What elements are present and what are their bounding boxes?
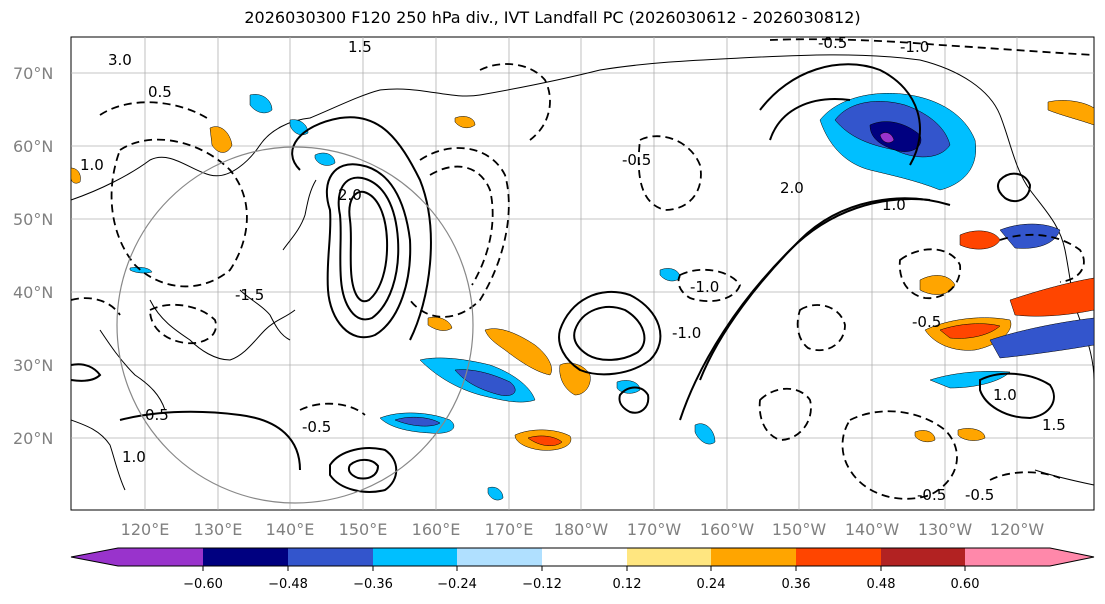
contour-label: 1.0	[882, 196, 906, 214]
colorbar-outline	[70, 547, 1095, 567]
contour-label: 2.0	[338, 186, 362, 204]
contour-label: -0.5	[622, 151, 651, 169]
contour-label: 3.0	[108, 51, 132, 69]
colorbar-segment	[796, 548, 881, 566]
longitude-labels: 120°E 130°E 140°E 150°E 160°E 170°E 180°…	[121, 520, 1045, 539]
lon-label: 170°E	[485, 520, 534, 539]
lon-label: 160°E	[412, 520, 461, 539]
lon-label: 150°E	[339, 520, 388, 539]
lat-label-60n: 60°N	[13, 137, 53, 156]
colorbar-segment	[71, 548, 203, 566]
colorbar-segment	[542, 548, 627, 566]
lat-label-20n: 20°N	[13, 429, 53, 448]
colorbar-tick-label: 0.60	[951, 577, 980, 592]
contour-label: -0.5	[917, 486, 946, 504]
colorbar-tick-label: −0.24	[437, 577, 477, 592]
contour-labels: 3.0 1.5 2.0 0.5 1.0 -0.5 -1.0 -1.5 -0.5 …	[80, 34, 1066, 504]
colorbar-tick-label: −0.12	[522, 577, 562, 592]
colorbar-tick-label: 0.36	[782, 577, 811, 592]
lat-label-30n: 30°N	[13, 356, 53, 375]
contour-label: -1.5	[235, 286, 264, 304]
lon-label: 180°W	[554, 520, 609, 539]
lat-label-40n: 40°N	[13, 283, 53, 302]
contour-label: -1.0	[900, 38, 929, 56]
region-circle	[116, 146, 474, 504]
colorbar-tick-label: −0.60	[183, 577, 223, 592]
negative-contours	[70, 38, 1095, 500]
colorbar-segment	[711, 548, 796, 566]
colorbar-tick-label: 0.48	[867, 577, 896, 592]
page-title: 2026030300 F120 250 hPa div., IVT Landfa…	[244, 8, 861, 27]
lon-label: 140°W	[845, 520, 900, 539]
colorbar-segment	[965, 548, 1094, 566]
contour-label: 2.0	[780, 179, 804, 197]
contour-label: -0.5	[912, 313, 941, 331]
contour-label: 1.0	[993, 386, 1017, 404]
contour-label: -1.0	[690, 278, 719, 296]
shading-regions	[70, 93, 1095, 501]
contour-label: -1.0	[672, 324, 701, 342]
lat-label-70n: 70°N	[13, 64, 53, 83]
contour-label: -0.5	[818, 34, 847, 52]
lon-label: 130°W	[918, 520, 973, 539]
lon-label: 120°W	[990, 520, 1045, 539]
contour-label: -0.5	[302, 418, 331, 436]
lon-label: 140°E	[266, 520, 315, 539]
latitude-labels: 70°N 60°N 50°N 40°N 30°N 20°N	[13, 64, 53, 448]
colorbar-segment	[288, 548, 373, 566]
colorbar-tick-label: −0.48	[268, 577, 308, 592]
colorbar-tick-label: −0.36	[353, 577, 393, 592]
lat-label-50n: 50°N	[13, 210, 53, 229]
lon-label: 150°W	[772, 520, 827, 539]
positive-contours	[70, 63, 1055, 493]
lon-label: 170°W	[627, 520, 682, 539]
colorbar-tick-label: 0.12	[613, 577, 642, 592]
lon-label: 160°W	[700, 520, 755, 539]
colorbar: −0.60 −0.48 −0.36 −0.24 −0.12 0.12 0.24 …	[70, 547, 1095, 592]
contour-label: 0.5	[148, 83, 172, 101]
contour-label: -0.5	[965, 486, 994, 504]
contour-label: 1.0	[80, 156, 104, 174]
contour-label: 0.5	[145, 406, 169, 424]
colorbar-segment	[881, 548, 965, 566]
lon-label: 120°E	[121, 520, 170, 539]
colorbar-segment	[373, 548, 457, 566]
contour-label: 1.0	[122, 448, 146, 466]
colorbar-segment	[457, 548, 542, 566]
contour-label: 1.5	[348, 38, 372, 56]
contour-label: 1.5	[1042, 416, 1066, 434]
colorbar-segment	[203, 548, 288, 566]
colorbar-tick-label: 0.24	[697, 577, 726, 592]
lon-label: 130°E	[194, 520, 243, 539]
colorbar-segment	[627, 548, 711, 566]
